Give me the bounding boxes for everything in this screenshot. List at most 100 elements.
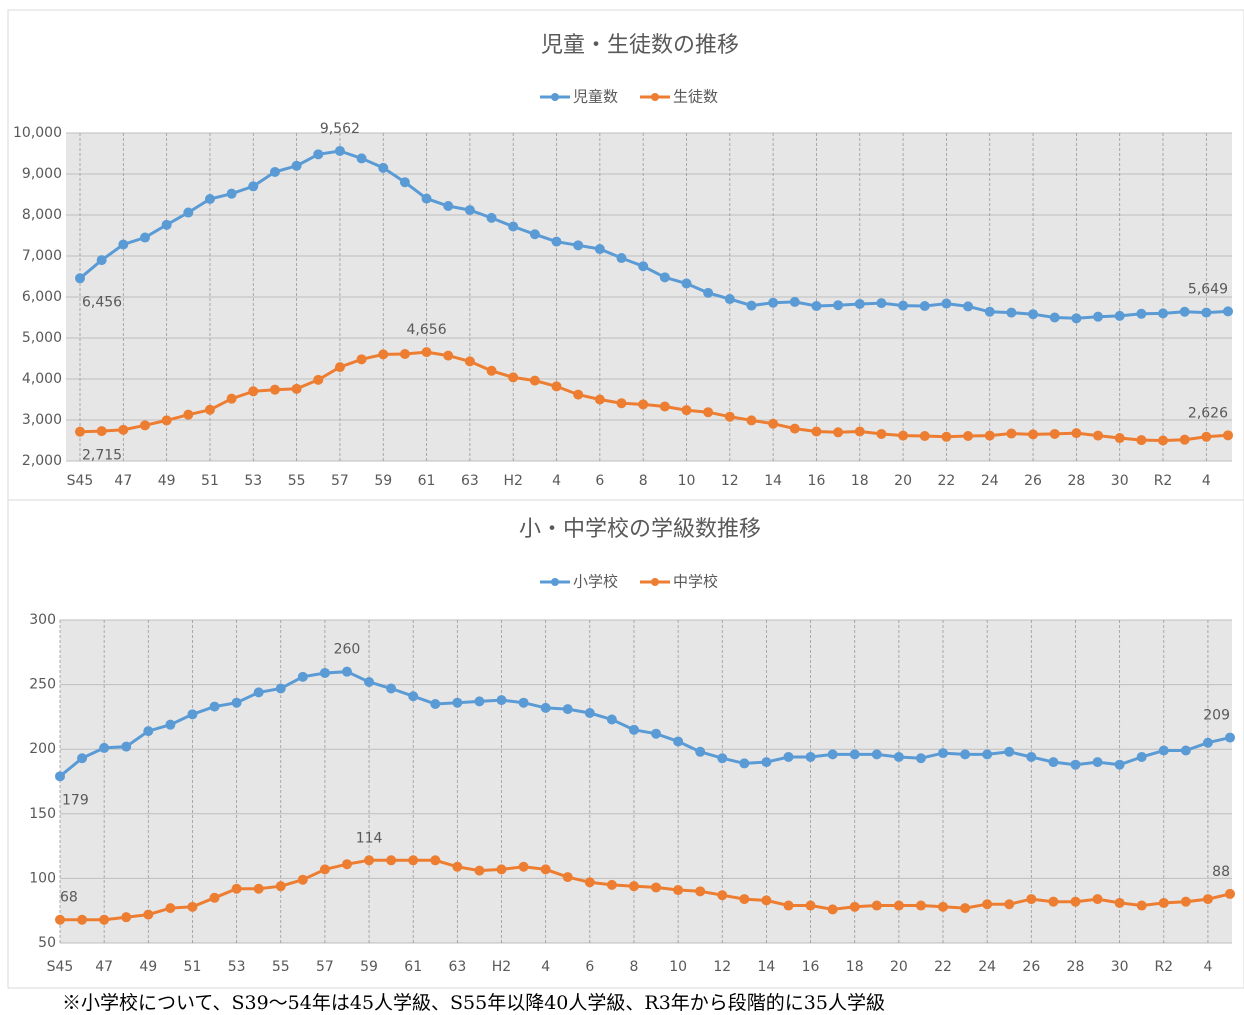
x-tick-label: R2 (1154, 473, 1173, 489)
data-point (898, 430, 909, 441)
data-point (919, 430, 930, 441)
data-point (248, 386, 259, 397)
data-point (1006, 307, 1017, 318)
data-point (204, 194, 215, 205)
data-point (724, 411, 735, 422)
data-point (659, 401, 670, 412)
data-point (518, 697, 529, 708)
x-tick-label: 4 (1202, 473, 1211, 489)
data-point (673, 885, 684, 896)
data-point (919, 301, 930, 312)
x-tick-label: 12 (721, 473, 739, 489)
x-tick-label: 14 (758, 959, 776, 975)
data-point (703, 287, 714, 298)
data-point (313, 149, 324, 160)
data-point (408, 691, 419, 702)
chart-title: 小・中学校の学級数推移 (519, 517, 761, 542)
data-point (99, 914, 110, 925)
y-tick-label: 10,000 (13, 125, 62, 141)
data-point (1136, 435, 1147, 446)
x-tick-label: 47 (95, 959, 113, 975)
data-point (1179, 434, 1190, 445)
data-point (1028, 429, 1039, 440)
data-point (963, 430, 974, 441)
x-tick-label: 57 (331, 473, 349, 489)
data-point (1026, 751, 1037, 762)
x-tick-label: 10 (678, 473, 696, 489)
x-tick-label: 53 (228, 959, 246, 975)
data-point (96, 255, 107, 266)
data-point (540, 702, 551, 713)
data-label: 68 (60, 890, 78, 906)
data-point (529, 229, 540, 240)
data-point (55, 914, 65, 925)
data-point (496, 864, 507, 875)
data-point (1180, 896, 1191, 907)
data-point (161, 415, 172, 426)
data-point (789, 296, 800, 307)
data-point (893, 751, 904, 762)
data-point (805, 751, 816, 762)
data-point (77, 914, 88, 925)
data-point (161, 219, 172, 230)
data-point (1070, 896, 1081, 907)
y-tick-label: 8,000 (22, 207, 62, 223)
x-tick-label: 6 (585, 959, 594, 975)
data-point (638, 261, 649, 272)
legend-marker (551, 578, 559, 586)
data-point (386, 683, 397, 694)
data-point (508, 221, 519, 232)
data-point (833, 427, 844, 438)
x-tick-label: 26 (1024, 473, 1042, 489)
y-tick-label: 5,000 (22, 330, 62, 346)
data-point (341, 666, 352, 677)
data-point (275, 881, 286, 892)
data-point (746, 300, 757, 311)
data-point (319, 667, 330, 678)
data-point (651, 882, 662, 893)
data-point (673, 736, 684, 747)
data-point (811, 301, 822, 312)
data-label: 9,562 (320, 121, 360, 137)
data-point (606, 879, 617, 890)
data-point (334, 145, 345, 156)
x-tick-label: 16 (808, 473, 826, 489)
data-point (313, 374, 324, 385)
data-point (1048, 757, 1059, 768)
data-point (1048, 896, 1059, 907)
data-point (430, 698, 441, 709)
data-point (341, 859, 352, 870)
data-point (452, 697, 463, 708)
x-tick-label: 61 (404, 959, 422, 975)
x-tick-label: 53 (244, 473, 262, 489)
y-tick-label: 3,000 (22, 412, 62, 428)
data-point (386, 855, 397, 866)
data-point (1070, 759, 1081, 770)
x-tick-label: 16 (802, 959, 820, 975)
data-point (681, 278, 692, 289)
x-tick-label: H2 (503, 473, 522, 489)
data-point (118, 424, 129, 435)
data-point (1114, 897, 1125, 908)
data-point (421, 347, 432, 358)
data-point (703, 407, 714, 418)
x-tick-label: 8 (630, 959, 639, 975)
data-point (269, 166, 280, 177)
data-point (1114, 433, 1125, 444)
data-point (898, 300, 909, 311)
data-point (474, 865, 485, 876)
data-point (938, 748, 949, 759)
y-tick-label: 100 (29, 870, 56, 886)
data-point (231, 697, 242, 708)
data-point (443, 350, 454, 361)
data-point (893, 900, 904, 911)
data-point (915, 753, 926, 764)
data-point (55, 771, 65, 782)
data-point (1006, 428, 1017, 439)
data-point (1071, 313, 1082, 324)
data-point (464, 205, 475, 216)
data-point (248, 181, 259, 192)
data-label: 209 (1203, 708, 1230, 724)
data-point (938, 901, 949, 912)
